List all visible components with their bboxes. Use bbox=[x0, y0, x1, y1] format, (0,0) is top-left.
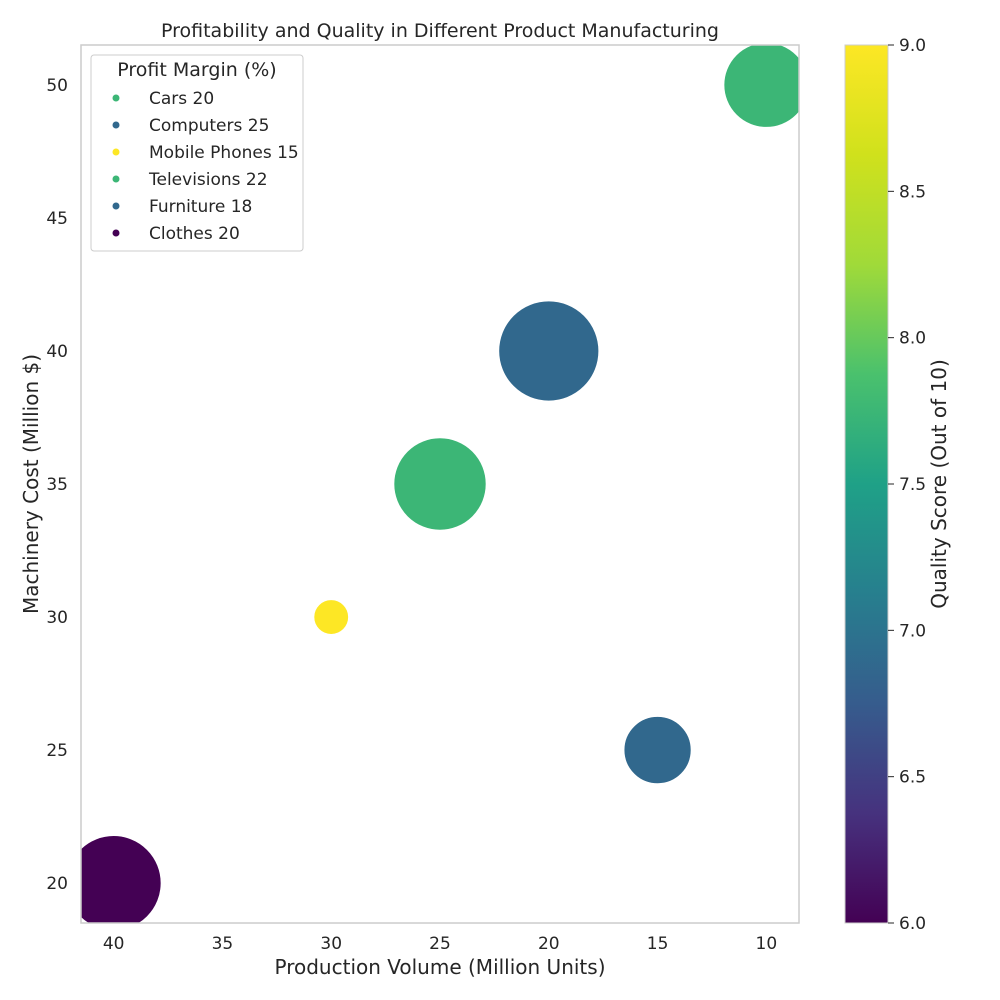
y-tick-label: 35 bbox=[46, 475, 68, 495]
x-tick-label: 10 bbox=[756, 934, 778, 954]
x-tick-label: 20 bbox=[538, 934, 560, 954]
colorbar-tick-label: 8.5 bbox=[899, 182, 926, 202]
legend-box bbox=[90, 54, 304, 252]
colorbar-tick-label: 6.5 bbox=[899, 768, 926, 788]
bubble-point bbox=[623, 716, 692, 785]
colorbar-tick-label: 9.0 bbox=[899, 36, 926, 56]
legend-entry: Televisions 22 bbox=[148, 170, 268, 190]
y-tick-label: 40 bbox=[46, 342, 68, 362]
y-tick-label: 20 bbox=[46, 874, 68, 894]
bubble-point bbox=[723, 45, 799, 128]
bubble-point bbox=[498, 300, 600, 402]
x-tick-label: 35 bbox=[212, 934, 234, 954]
colorbar: 6.0 6.5 7.0 7.5 8.0 8.5 9.0 Quality Score (Out… bbox=[844, 36, 951, 934]
y-tick-label: 25 bbox=[46, 741, 68, 761]
colorbar-tick-label: 6.0 bbox=[899, 914, 926, 934]
legend-marker bbox=[112, 229, 120, 237]
colorbar-tick-label: 7.5 bbox=[899, 475, 926, 495]
legend-entry: Computers 25 bbox=[149, 116, 269, 136]
legend-marker bbox=[112, 94, 120, 102]
legend-entry: Furniture 18 bbox=[149, 197, 252, 217]
plot-frame bbox=[80, 44, 800, 924]
x-tick-label: 25 bbox=[429, 934, 451, 954]
y-tick-label: 50 bbox=[46, 76, 68, 96]
bubble-point bbox=[313, 599, 349, 635]
y-tick-label: 30 bbox=[46, 608, 68, 628]
colorbar-tick-label: 7.0 bbox=[899, 621, 926, 641]
legend-items: Cars 20 Computers 25 Mobile Phones 15 Telev… bbox=[112, 89, 299, 244]
colorbar-ticks: 6.0 6.5 7.0 7.5 8.0 8.5 9.0 bbox=[888, 36, 926, 934]
colorbar-tick-label: 8.0 bbox=[899, 329, 926, 349]
legend: Profit Margin (%) Cars 20 Computers 25 Mob… bbox=[90, 54, 304, 252]
y-axis-label: Machinery Cost (Million $) bbox=[19, 354, 43, 614]
colorbar-gradient bbox=[844, 44, 889, 924]
bubble-point bbox=[393, 437, 487, 531]
y-axis-ticks: 20 25 30 35 40 45 50 bbox=[46, 76, 68, 894]
x-axis-ticks: 40 35 30 25 20 15 10 bbox=[103, 934, 777, 954]
y-tick-label: 45 bbox=[46, 209, 68, 229]
data-points bbox=[81, 45, 799, 923]
x-tick-label: 15 bbox=[647, 934, 669, 954]
plot-area: 40 35 30 25 20 15 10 20 25 30 35 40 45 50 bbox=[46, 44, 800, 954]
x-tick-label: 30 bbox=[320, 934, 342, 954]
legend-title: Profit Margin (%) bbox=[117, 59, 276, 81]
legend-marker bbox=[112, 121, 120, 129]
legend-entry: Cars 20 bbox=[149, 89, 214, 109]
legend-marker bbox=[112, 148, 120, 156]
colorbar-label: Quality Score (Out of 10) bbox=[927, 359, 951, 609]
legend-entry: Clothes 20 bbox=[149, 224, 240, 244]
bubble-point bbox=[81, 835, 162, 923]
legend-entry: Mobile Phones 15 bbox=[149, 143, 299, 163]
legend-marker bbox=[112, 202, 120, 210]
x-axis-label: Production Volume (Million Units) bbox=[275, 955, 606, 979]
chart-title: Profitability and Quality in Different P… bbox=[161, 20, 719, 42]
x-tick-label: 40 bbox=[103, 934, 125, 954]
legend-marker bbox=[112, 175, 120, 183]
